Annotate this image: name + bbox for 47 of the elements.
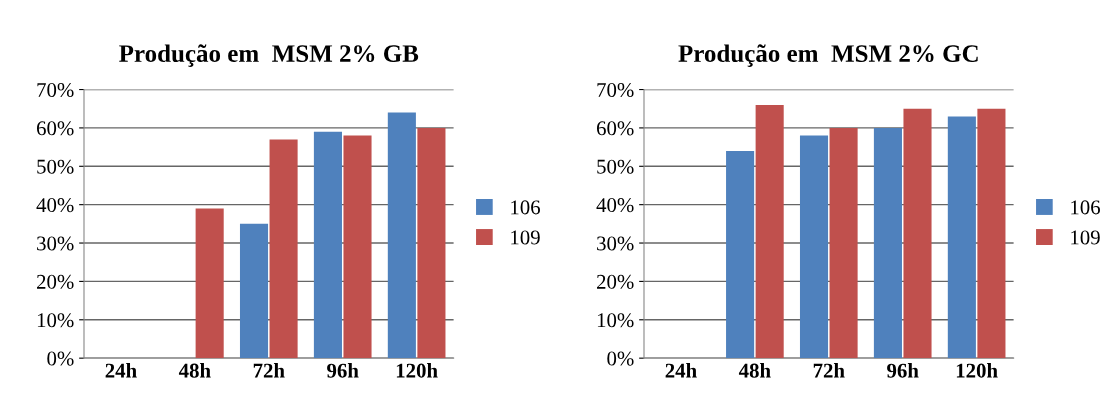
y-tick-label: 60%	[36, 121, 74, 136]
chart-title: Produção em MSM 2% GB	[119, 44, 419, 67]
y-tick-label: 30%	[37, 236, 74, 251]
x-tick-label: 120h	[956, 363, 998, 378]
y-tick-label: 50%	[37, 159, 74, 174]
legend-label: 109	[1071, 230, 1100, 245]
chart-title: Produção em MSM 2% GC	[678, 44, 978, 67]
y-tick-label: 70%	[37, 82, 74, 98]
legend-label: 106	[1071, 200, 1101, 215]
x-tick-label: 120h	[396, 363, 438, 378]
legend-label: 106	[511, 200, 541, 215]
bar	[977, 108, 1006, 359]
y-tick-label: 40%	[596, 198, 634, 213]
bar	[799, 135, 829, 359]
y-tick-label: 60%	[596, 121, 634, 136]
y-tick-label: 10%	[37, 313, 74, 328]
x-tick-label: 72h	[813, 363, 845, 378]
y-tick-label: 30%	[597, 236, 634, 251]
y-tick-label: 10%	[597, 313, 634, 328]
bar	[417, 127, 446, 359]
y-tick-label: 70%	[597, 82, 634, 98]
x-tick-label: 24h	[665, 363, 697, 378]
bar	[387, 112, 416, 359]
bar	[269, 139, 298, 359]
bar	[755, 104, 784, 359]
bar	[829, 127, 858, 359]
x-tick-label: 48h	[738, 363, 771, 378]
x-tick-label: 48h	[178, 363, 211, 378]
y-tick-label: 20%	[37, 274, 74, 289]
y-tick-label: 40%	[36, 198, 74, 213]
x-tick-label: 96h	[327, 363, 359, 378]
y-tick-label: 20%	[597, 274, 634, 289]
bar	[343, 135, 372, 359]
x-tick-label: 96h	[887, 363, 919, 378]
bar	[903, 108, 932, 359]
bar	[873, 127, 902, 359]
legend-label: 109	[511, 230, 540, 245]
y-tick-label: 50%	[597, 159, 634, 174]
bar	[313, 131, 342, 359]
y-tick-label: 0%	[47, 351, 74, 366]
bar	[195, 208, 224, 359]
bar	[726, 150, 755, 359]
bar	[239, 223, 269, 359]
x-tick-label: 24h	[105, 363, 137, 378]
y-tick-label: 0%	[607, 351, 634, 366]
bar	[947, 116, 976, 359]
x-tick-label: 72h	[253, 363, 285, 378]
